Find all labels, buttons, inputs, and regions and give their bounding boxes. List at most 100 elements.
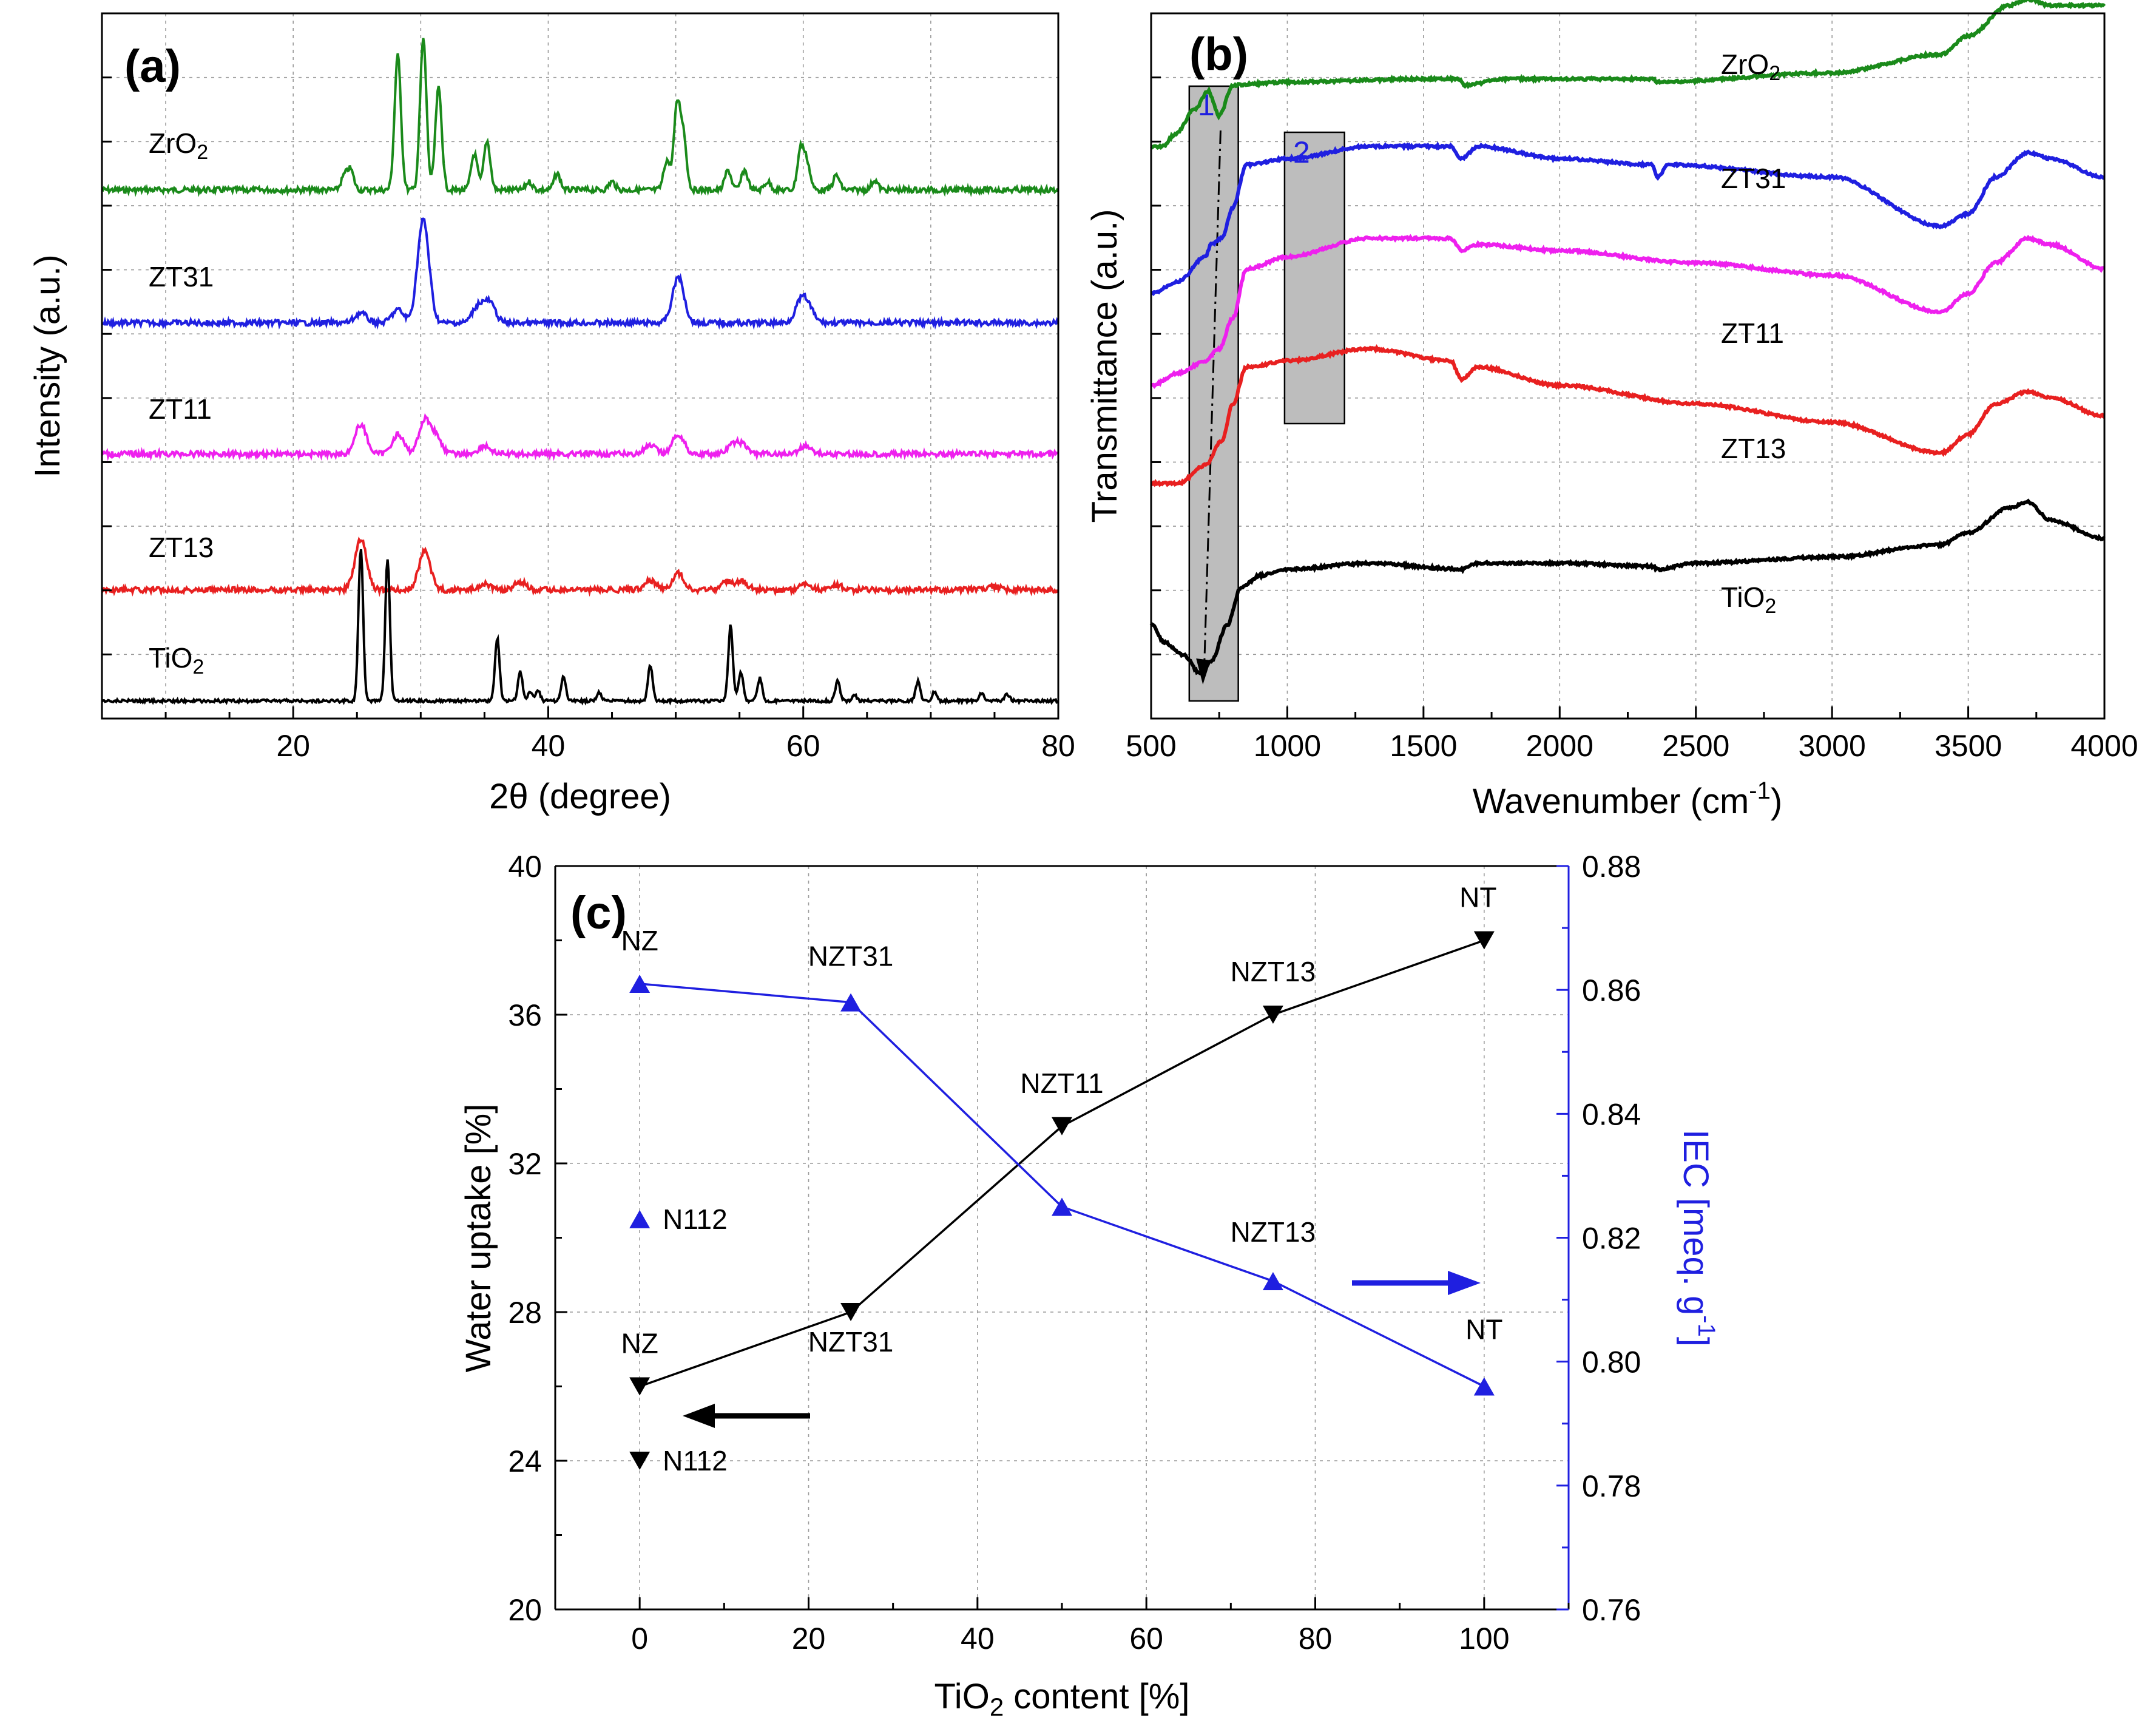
panel-c-y2tick-label: 0.76	[1582, 1593, 1641, 1627]
panel-c-ytick-label: 40	[508, 850, 542, 884]
panel-c-ytick-label: 24	[508, 1444, 542, 1478]
panel-b-ftir: 12 500 1000 1500 2000 2500 3000 3500 4000 (b) T…	[1085, 0, 2138, 821]
panel-c-xlabel: TiO2 content [%]	[934, 1677, 1190, 1721]
panel-c-xtick-label: 100	[1459, 1622, 1509, 1656]
panel-b-label: (b)	[1189, 29, 1248, 80]
panel-b-label-zro2: ZrO2	[1721, 49, 1780, 85]
panel-c-ref-label: N112	[663, 1445, 728, 1477]
panel-a-label-zt31: ZT31	[149, 261, 214, 293]
panel-c-water-uptake-label: NZT13	[1231, 956, 1316, 987]
panel-b-xtick-label: 3500	[1935, 729, 2002, 763]
panel-c-xtick-label: 0	[631, 1622, 648, 1656]
panel-c-water-uptake-point	[1262, 1006, 1283, 1024]
panel-a-frame	[101, 12, 1059, 720]
panel-b-series-zro2	[1150, 0, 2106, 151]
panel-a-ticks: 20 40 60 80	[102, 76, 1075, 763]
panel-a-label-tio2: TiO2	[149, 642, 204, 678]
panel-b-regions: 12	[1188, 85, 1345, 702]
panel-c-series: NZ NZT31 NZT11 NZT13 NT NZ NZT31 NZT13 NT N112 N11…	[621, 882, 1503, 1477]
panel-a-label: (a)	[124, 41, 181, 92]
left-axis-arrow	[683, 1404, 810, 1428]
panel-b-xtick-label: 1500	[1390, 729, 1457, 763]
panel-b-region-1	[1188, 85, 1239, 702]
panel-c-water-uptake-label: NT	[1459, 882, 1496, 913]
panel-b-ylabel: Transmittance (a.u.)	[1085, 209, 1124, 523]
panel-b-region-2	[1283, 131, 1345, 425]
panel-b-series-zt11	[1151, 234, 2105, 389]
panel-a-xtick-label: 40	[532, 729, 566, 763]
panel-b-region-2-label: 2	[1293, 135, 1310, 169]
panel-a-xrd: 20 40 60 80 (a) Intensity (a.u.) 2θ (degree…	[28, 12, 1075, 816]
panel-a-xtick-label: 20	[276, 729, 310, 763]
panel-c-ref-point	[629, 1452, 651, 1470]
panel-c-ticks: 0 20 40 60 80 100 20 24 28 32 36 40 0.76 0.78 0.80 0.82…	[508, 850, 1641, 1656]
panel-b-series-zt31	[1151, 141, 2105, 296]
panel-c-iec-label: NZ	[621, 925, 658, 956]
panel-c-iec-label: NZT31	[808, 941, 894, 972]
panel-b-label-zt11: ZT11	[1721, 317, 1784, 349]
panel-c-water-uptake-point	[1473, 931, 1495, 950]
panel-a-series	[101, 38, 1059, 706]
panel-c-iec-label: NZT13	[1231, 1216, 1316, 1248]
panel-a-gridlines	[102, 13, 1058, 719]
panel-b-xtick-label: 500	[1126, 729, 1176, 763]
panel-b-label-zt13: ZT13	[1721, 433, 1786, 464]
panel-b-xtick-label: 3000	[1799, 729, 1866, 763]
panel-b-xtick-label: 4000	[2070, 729, 2138, 763]
panel-c-label: (c)	[570, 887, 627, 939]
panel-c-iec-line	[640, 983, 1485, 1388]
panel-a-xlabel: 2θ (degree)	[489, 777, 671, 816]
panel-b-label-zt31: ZT31	[1721, 163, 1786, 194]
panel-c-water-iec: 0 20 40 60 80 100 20 24 28 32 36 40 0.76 0.78 0.80 0.82…	[459, 850, 1720, 1721]
panel-c-xtick-label: 80	[1299, 1622, 1333, 1656]
panel-c-iec-point	[840, 993, 862, 1012]
panel-c-ytick-label: 32	[508, 1147, 542, 1181]
panel-c-iec-point	[1262, 1271, 1283, 1290]
panel-b-series-zt13	[1151, 344, 2106, 487]
panel-a-series-zt13	[101, 536, 1059, 597]
panel-c-ref-label: N112	[663, 1203, 728, 1235]
panel-a-label-zt11: ZT11	[149, 393, 212, 425]
panel-c-ytick-label: 36	[508, 998, 542, 1032]
panel-c-ref-point	[629, 1210, 651, 1228]
panel-c-water-uptake-label: NZ	[621, 1328, 658, 1359]
panel-b-series-tio2	[1149, 498, 2106, 675]
panel-b-label-tio2: TiO2	[1721, 581, 1776, 618]
panel-b-shift-arrow	[1203, 130, 1222, 668]
panel-c-xtick-label: 20	[792, 1622, 826, 1656]
panel-c-ylabel: Water uptake [%]	[459, 1104, 498, 1373]
panel-c-water-uptake-label: NZT11	[1020, 1068, 1103, 1099]
panel-b-xtick-label: 2000	[1526, 729, 1593, 763]
panel-a-ylabel: Intensity (a.u.)	[28, 254, 67, 477]
panel-c-gridlines	[555, 866, 1569, 1609]
panel-c-ytick-label: 28	[508, 1296, 542, 1330]
panel-a-series-zt31	[101, 217, 1059, 330]
panel-c-y2tick-label: 0.88	[1582, 850, 1641, 884]
panel-a-label-zt13: ZT13	[149, 532, 214, 563]
panel-c-ytick-label: 20	[508, 1593, 542, 1627]
panel-c-y2tick-label: 0.86	[1582, 973, 1641, 1007]
panel-c-xtick-label: 60	[1129, 1622, 1163, 1656]
panel-c-water-uptake-point	[840, 1303, 862, 1321]
panel-c-y2label: IEC [meq. g-1]	[1676, 1129, 1720, 1347]
panel-c-y2tick-label: 0.78	[1582, 1469, 1641, 1503]
panel-b-xtick-label: 2500	[1662, 729, 1729, 763]
panel-c-y2tick-label: 0.84	[1582, 1097, 1641, 1131]
panel-b-xtick-label: 1000	[1254, 729, 1321, 763]
panel-c-water-uptake-label: NZT31	[808, 1326, 894, 1358]
panel-a-xtick-label: 60	[786, 729, 820, 763]
panel-a-series-zro2	[101, 38, 1059, 198]
panel-c-y2tick-label: 0.80	[1582, 1345, 1641, 1379]
panel-c-iec-point	[629, 974, 651, 993]
panel-a-label-zro2: ZrO2	[149, 127, 208, 164]
panel-c-y2tick-label: 0.82	[1582, 1222, 1641, 1256]
panel-a-series-zt11	[101, 413, 1058, 461]
panel-a-xtick-label: 80	[1041, 729, 1075, 763]
panel-b-ticks: 500 1000 1500 2000 2500 3000 3500 4000	[1126, 76, 2138, 763]
panel-a-series-tio2	[101, 549, 1058, 706]
panel-c-water-uptake-point	[1052, 1117, 1072, 1135]
panel-c-iec-point	[1052, 1197, 1072, 1216]
panel-b-series	[1149, 0, 2106, 675]
panel-b-xlabel: Wavenumber (cm-1)	[1473, 777, 1782, 821]
